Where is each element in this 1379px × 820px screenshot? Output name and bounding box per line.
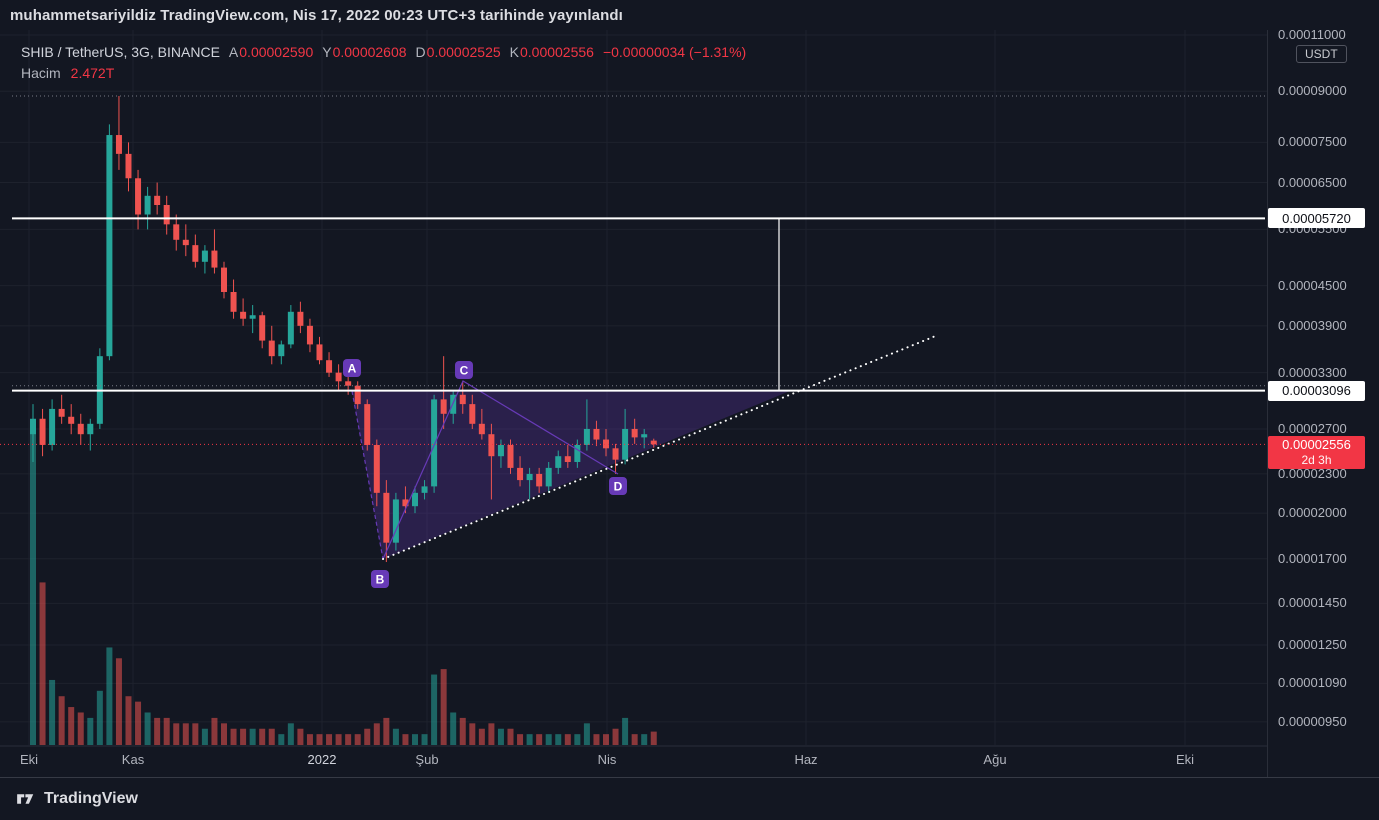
currency-unit-label: USDT bbox=[1296, 45, 1347, 63]
price-tick: 0.00003900 bbox=[1278, 317, 1347, 333]
svg-text:A: A bbox=[348, 362, 357, 376]
level-label-3096: 0.00003096 bbox=[1268, 380, 1365, 401]
price-tick: 0.00009000 bbox=[1278, 83, 1347, 99]
drawing-lines bbox=[0, 95, 1267, 560]
price-tick: 0.00002000 bbox=[1278, 505, 1347, 521]
publish-text: muhammetsariyildiz TradingView.com, Nis … bbox=[10, 6, 623, 24]
level-label-5720: 0.00005720 bbox=[1268, 208, 1365, 229]
time-axis-label: Ağu bbox=[983, 752, 1006, 767]
grid-lines bbox=[0, 30, 1267, 745]
svg-text:C: C bbox=[460, 364, 469, 378]
footer-bar: TradingView bbox=[0, 777, 1379, 820]
triangle-pattern bbox=[352, 391, 790, 559]
candles bbox=[30, 95, 657, 563]
publish-bar: muhammetsariyildiz TradingView.com, Nis … bbox=[0, 0, 1379, 30]
last-price-value: 0.00002556 bbox=[1282, 437, 1351, 453]
pattern-point-labels: A B C D bbox=[343, 359, 627, 588]
price-tick: 0.00003300 bbox=[1278, 364, 1347, 380]
price-tick: 0.00001250 bbox=[1278, 636, 1347, 652]
time-axis-label: 2022 bbox=[308, 752, 337, 767]
price-chart[interactable]: A B C D Eki Kas 2022 Şub Nis Haz Ağu Eki bbox=[0, 30, 1267, 777]
price-tick: 0.00001700 bbox=[1278, 550, 1347, 566]
last-price-label: 0.00002556 2d 3h bbox=[1268, 436, 1365, 470]
price-tick: 0.00001090 bbox=[1278, 675, 1347, 691]
price-tick: 0.00002300 bbox=[1278, 465, 1347, 481]
price-axis[interactable]: USDT 0.00005720 0.00003096 0.00002556 2d… bbox=[1267, 27, 1379, 777]
svg-text:D: D bbox=[614, 480, 623, 494]
time-axis-label: Eki bbox=[1176, 752, 1194, 767]
price-tick: 0.00004500 bbox=[1278, 277, 1347, 293]
price-tick: 0.00002700 bbox=[1278, 420, 1347, 436]
tradingview-wordmark[interactable]: TradingView bbox=[44, 790, 138, 807]
svg-text:B: B bbox=[376, 573, 385, 587]
tradingview-logo-icon[interactable] bbox=[14, 788, 36, 810]
price-tick: 0.00006500 bbox=[1278, 174, 1347, 190]
price-tick: 0.00001450 bbox=[1278, 595, 1347, 611]
volume-bars bbox=[30, 419, 657, 745]
time-axis: Eki Kas 2022 Şub Nis Haz Ağu Eki bbox=[0, 745, 1267, 767]
time-axis-label: Kas bbox=[122, 752, 145, 767]
chart-main: A B C D Eki Kas 2022 Şub Nis Haz Ağu Eki SHIB / Tet… bbox=[0, 27, 1379, 777]
time-axis-label: Nis bbox=[598, 752, 617, 767]
time-axis-label: Haz bbox=[794, 752, 817, 767]
price-tick: 0.00011000 bbox=[1278, 27, 1346, 42]
price-tick: 0.00007500 bbox=[1278, 134, 1347, 150]
time-axis-label: Şub bbox=[415, 752, 438, 767]
price-tick: 0.00000950 bbox=[1278, 713, 1347, 729]
bar-countdown: 2d 3h bbox=[1301, 453, 1332, 468]
time-axis-label: Eki bbox=[20, 752, 38, 767]
